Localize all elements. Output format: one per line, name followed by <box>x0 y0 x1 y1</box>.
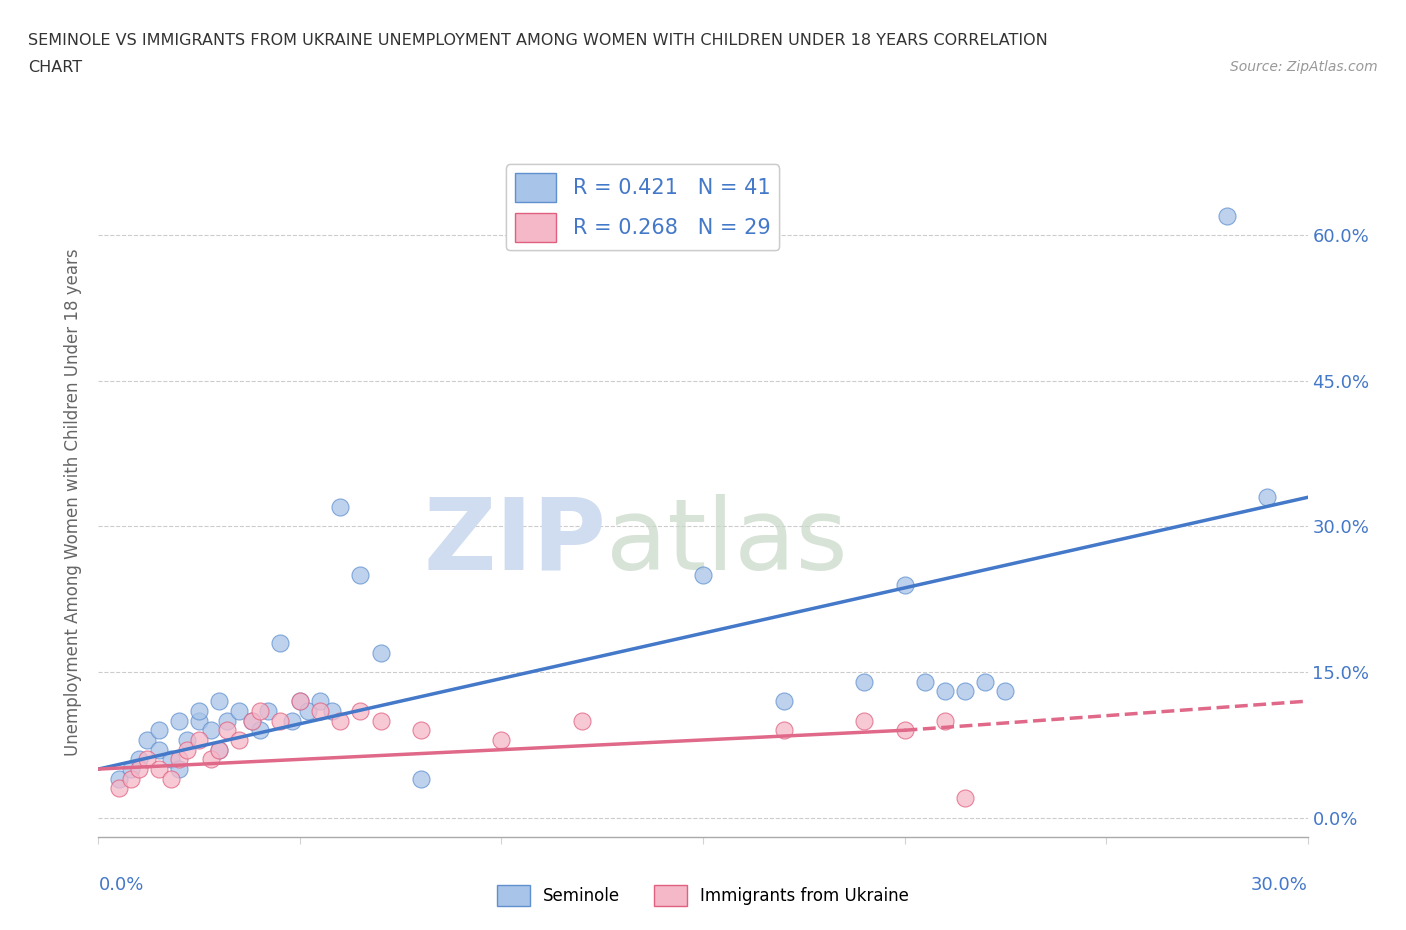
Point <box>893 578 915 592</box>
Point <box>188 703 211 718</box>
Point <box>217 723 239 737</box>
Point <box>240 713 263 728</box>
Point <box>167 752 190 767</box>
Point <box>148 742 170 757</box>
Point <box>269 713 291 728</box>
Point <box>128 762 150 777</box>
Point <box>994 684 1017 698</box>
Point <box>281 713 304 728</box>
Point <box>128 752 150 767</box>
Point <box>772 694 794 709</box>
Point <box>288 694 311 709</box>
Y-axis label: Unemployment Among Women with Children Under 18 years: Unemployment Among Women with Children U… <box>65 248 83 756</box>
Point <box>208 694 231 709</box>
Point <box>329 713 352 728</box>
Point <box>148 762 170 777</box>
Point <box>1216 208 1239 223</box>
Text: atlas: atlas <box>606 494 848 591</box>
Point <box>249 723 271 737</box>
Text: 0.0%: 0.0% <box>98 876 143 894</box>
Point <box>176 733 198 748</box>
Point <box>934 713 956 728</box>
Point <box>160 752 183 767</box>
Point <box>188 713 211 728</box>
Point <box>309 694 332 709</box>
Point <box>349 703 371 718</box>
Point <box>188 733 211 748</box>
Legend: R = 0.421   N = 41, R = 0.268   N = 29: R = 0.421 N = 41, R = 0.268 N = 29 <box>506 165 779 250</box>
Point <box>228 703 250 718</box>
Point <box>349 567 371 582</box>
Point <box>200 723 222 737</box>
Point <box>120 762 142 777</box>
Point <box>692 567 714 582</box>
Point <box>491 733 513 748</box>
Point <box>1256 490 1278 505</box>
Point <box>167 713 190 728</box>
Point <box>135 752 157 767</box>
Legend: Seminole, Immigrants from Ukraine: Seminole, Immigrants from Ukraine <box>491 879 915 912</box>
Point <box>329 499 352 514</box>
Point <box>256 703 278 718</box>
Point <box>148 723 170 737</box>
Point <box>167 762 190 777</box>
Point <box>160 771 183 786</box>
Text: CHART: CHART <box>28 60 82 75</box>
Point <box>370 713 392 728</box>
Point <box>269 635 291 650</box>
Point <box>135 733 157 748</box>
Point <box>974 674 997 689</box>
Point <box>200 752 222 767</box>
Point <box>309 703 332 718</box>
Point <box>853 713 876 728</box>
Point <box>208 742 231 757</box>
Point <box>107 771 129 786</box>
Point <box>228 733 250 748</box>
Point <box>370 645 392 660</box>
Point <box>571 713 593 728</box>
Point <box>853 674 876 689</box>
Point <box>217 713 239 728</box>
Point <box>893 723 915 737</box>
Point <box>120 771 142 786</box>
Point <box>107 781 129 796</box>
Point <box>409 723 432 737</box>
Point <box>953 684 976 698</box>
Text: SEMINOLE VS IMMIGRANTS FROM UKRAINE UNEMPLOYMENT AMONG WOMEN WITH CHILDREN UNDER: SEMINOLE VS IMMIGRANTS FROM UKRAINE UNEM… <box>28 33 1047 47</box>
Point <box>409 771 432 786</box>
Text: ZIP: ZIP <box>423 494 606 591</box>
Text: 30.0%: 30.0% <box>1251 876 1308 894</box>
Point <box>297 703 319 718</box>
Point <box>772 723 794 737</box>
Point <box>176 742 198 757</box>
Point <box>249 703 271 718</box>
Text: Source: ZipAtlas.com: Source: ZipAtlas.com <box>1230 60 1378 74</box>
Point <box>288 694 311 709</box>
Point <box>953 790 976 805</box>
Point <box>321 703 343 718</box>
Point <box>240 713 263 728</box>
Point <box>914 674 936 689</box>
Point <box>934 684 956 698</box>
Point <box>208 742 231 757</box>
